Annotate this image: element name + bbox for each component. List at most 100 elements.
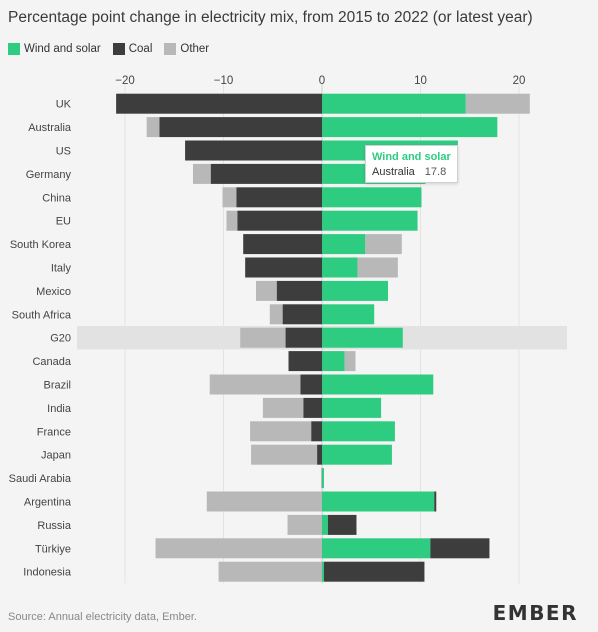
bar-other-russia [287,514,322,535]
bar-coal-india [303,397,322,418]
category-label: South Korea [10,239,72,251]
bar-other-south-korea [365,234,402,255]
legend-swatch-coal [112,43,125,55]
bar-wind-and-solar-russia [322,514,328,535]
bar-coal-canada [288,351,322,372]
bar-coal-uk [116,93,322,114]
bar-other-t-rkiye [155,538,322,559]
bar-other-indonesia [218,561,322,582]
bar-other-japan [251,444,318,465]
bar-other-australia [146,117,160,138]
bar-wind-and-solar-indonesia [322,561,324,582]
category-label: Italy [51,263,72,275]
category-label: India [47,403,72,415]
bar-other-brazil [209,374,301,395]
category-label: South Africa [12,309,72,321]
bar-coal-japan [317,444,322,465]
tooltip-country: Australia [372,166,415,178]
bar-other-china [222,187,237,208]
bar-other-uk [465,93,530,114]
bar-coal-mexico [276,280,322,301]
category-label: Mexico [36,286,71,298]
x-tick-label: −10 [214,75,234,87]
bar-other-eu [226,210,238,231]
legend: Wind and solar Coal Other [8,43,221,55]
bar-wind-and-solar-t-rkiye [322,538,431,559]
bar-chart: −20 −10 0 10 20 UK Australia US Germany China EU So… [9,75,567,584]
bar-other-argentina [206,491,322,512]
bar-other-south-africa [269,304,283,325]
bar-coal-china [236,187,322,208]
legend-label-wind-solar: Wind and solar [24,43,101,55]
bar-wind-and-solar-uk [322,93,466,114]
legend-item-coal[interactable]: Coal [112,43,153,55]
legend-item-wind-solar[interactable]: Wind and solar [8,43,101,55]
category-label: Saudi Arabia [9,473,72,485]
tooltip-row: Australia 17.8 [372,166,451,178]
bar-coal-brazil [300,374,322,395]
bar-wind-and-solar-japan [322,444,392,465]
bar-wind-and-solar-india [322,397,382,418]
category-label: China [42,192,72,204]
category-label: Indonesia [23,567,72,579]
legend-item-other[interactable]: Other [164,43,209,55]
category-label: US [56,146,71,158]
bar-coal-germany [210,163,322,184]
bar-coal-france [311,421,322,442]
bar-coal-south-korea [243,234,322,255]
legend-swatch-wind-solar [8,43,20,55]
bar-coal-eu [237,210,322,231]
category-label: Germany [26,169,72,181]
bar-coal-italy [245,257,322,278]
bar-coal-us [185,140,322,161]
x-tick-label: −20 [115,75,135,87]
ember-logo: EMBER [492,601,578,625]
bar-wind-and-solar-south-korea [322,234,366,255]
category-label: France [37,426,71,438]
category-label: EU [56,216,71,228]
bar-wind-and-solar-australia [322,117,498,138]
tooltip-value: 17.8 [424,166,447,178]
category-label: UK [56,99,72,111]
bar-other-g20 [240,327,286,348]
bar-wind-and-solar-canada [322,351,345,372]
bar-wind-and-solar-italy [322,257,358,278]
x-tick-label: 20 [513,75,526,87]
bar-wind-and-solar-south-africa [322,304,375,325]
category-label: Argentina [24,497,72,509]
bar-coal-argentina [434,491,437,512]
bar-wind-and-solar-france [322,421,395,442]
bar-coal-south-africa [282,304,322,325]
bar-wind-and-solar-eu [322,210,418,231]
bar-wind-and-solar-china [322,187,422,208]
x-tick-label: 0 [319,75,325,87]
category-label: G20 [50,333,71,345]
bar-coal-russia [327,514,357,535]
category-label: Canada [32,356,71,368]
chart-title: Percentage point change in electricity m… [8,9,533,26]
legend-swatch-other [164,43,177,55]
bar-other-italy [357,257,398,278]
x-tick-label: 10 [414,75,427,87]
bar-other-mexico [256,280,277,301]
bar-other-canada [344,351,356,372]
legend-label-coal: Coal [128,43,153,55]
bar-coal-australia [159,117,322,138]
bar-coal-t-rkiye [430,538,490,559]
legend-label-other: Other [180,43,210,55]
bar-other-india [262,397,304,418]
tooltip-title: Wind and solar [372,151,451,163]
bar-other-germany [192,163,211,184]
category-label: Brazil [43,380,71,392]
bar-wind-and-solar-brazil [322,374,434,395]
bar-other-saudi-arabia [321,468,322,489]
bar-coal-g20 [285,327,322,348]
category-label: Australia [28,122,72,134]
bar-coal-indonesia [323,561,425,582]
category-label: Türkiye [35,543,71,555]
bar-other-france [250,421,312,442]
chart-tooltip: Wind and solar Australia 17.8 [365,145,458,183]
category-label: Japan [41,450,71,462]
bar-wind-and-solar-mexico [322,280,388,301]
source-note: Source: Annual electricity data, Ember. [8,611,197,623]
